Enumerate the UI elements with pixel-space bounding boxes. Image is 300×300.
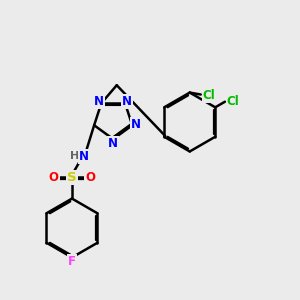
Text: N: N <box>94 94 104 108</box>
Text: Cl: Cl <box>202 88 215 102</box>
Text: O: O <box>85 171 95 184</box>
Text: N: N <box>122 94 132 108</box>
Text: N: N <box>108 137 118 150</box>
Text: F: F <box>68 254 76 268</box>
Text: Cl: Cl <box>227 94 240 108</box>
Text: N: N <box>79 150 89 163</box>
Text: N: N <box>131 118 141 131</box>
Text: S: S <box>67 171 77 184</box>
Text: O: O <box>49 171 59 184</box>
Text: H: H <box>70 151 79 160</box>
